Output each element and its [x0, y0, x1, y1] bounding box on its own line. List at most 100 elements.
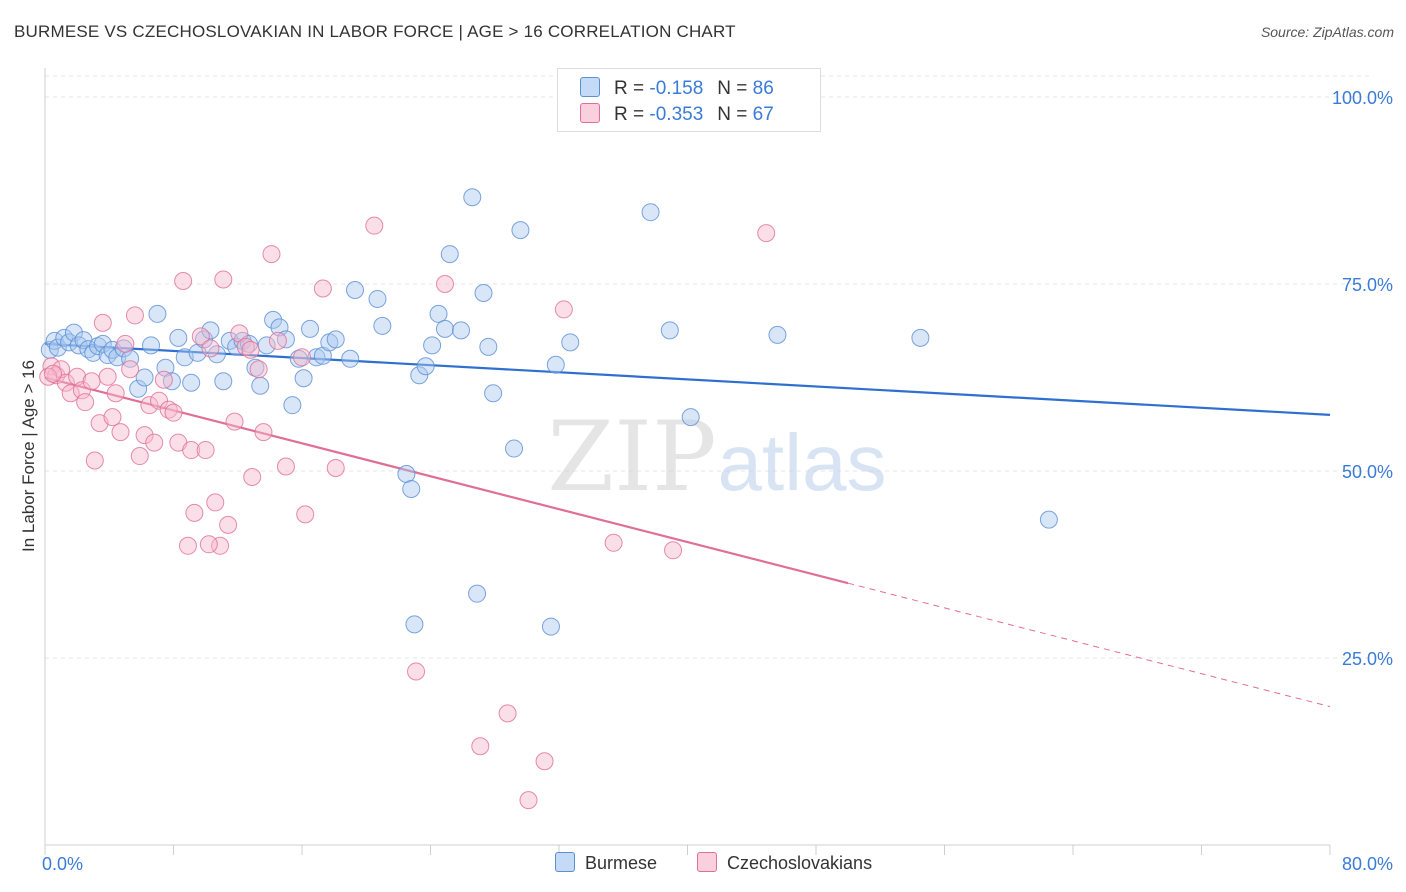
czechoslovakians-point — [145, 433, 164, 452]
x-tick-label: 0.0% — [42, 854, 83, 874]
burmese-point — [1039, 510, 1058, 529]
burmese-trend-line — [44, 342, 1331, 416]
legend-n-value: 67 — [752, 104, 774, 125]
burmese-point — [201, 321, 220, 340]
czechoslovakians-point — [85, 451, 104, 470]
burmese-point — [484, 384, 503, 403]
czechoslovakians-point — [42, 357, 61, 376]
chart-title: BURMESE VS CZECHOSLOVAKIAN IN LABOR FORC… — [14, 22, 736, 41]
czechoslovakians-point — [262, 245, 281, 264]
czechoslovakians-point — [219, 515, 238, 534]
czechoslovakians-point — [182, 441, 201, 460]
burmese-point — [93, 334, 112, 353]
czechoslovakians-trend-line-dashed — [848, 582, 1331, 708]
legend-n-label: N = — [717, 78, 748, 99]
burmese-point — [341, 349, 360, 368]
burmese-point — [474, 283, 493, 302]
czechoslovakians-point — [214, 270, 233, 289]
czechoslovakians-point — [211, 536, 230, 555]
burmese-point — [289, 349, 308, 368]
czechoslovakians-point — [276, 457, 295, 476]
burmese-point — [511, 221, 530, 240]
czechoslovakians-point — [206, 493, 225, 512]
burmese-point — [452, 321, 471, 340]
burmese-point — [182, 373, 201, 392]
czechoslovakians-point — [201, 339, 220, 358]
data-points — [39, 188, 1058, 810]
tick-labels: 25.0% 50.0% 75.0% 100.0% 0.0% 80.0% In Labor F… — [19, 88, 1393, 874]
czechoslovakians-point — [268, 331, 287, 350]
czechoslovakians-point — [293, 348, 311, 367]
axes — [44, 68, 1331, 855]
burmese-point — [546, 355, 565, 374]
czechoslovakians-point — [254, 423, 273, 442]
czechoslovakians-point — [61, 384, 80, 403]
burmese-swatch-icon — [555, 852, 575, 872]
czechoslovakians-point — [140, 396, 159, 415]
czechoslovakians-point — [103, 408, 122, 427]
watermark-zip: ZIP — [547, 401, 716, 513]
czechoslovakians-point — [407, 662, 426, 681]
czechoslovakians-point — [664, 541, 683, 560]
czechoslovakians-point — [44, 364, 63, 383]
czechoslovakians-point — [498, 704, 517, 723]
czechoslovakians-point — [174, 272, 193, 291]
burmese-point — [468, 584, 487, 603]
czechoslovakians-point — [604, 533, 623, 552]
burmese-point — [135, 368, 154, 387]
czechoslovakians-point — [225, 412, 244, 431]
burmese-point — [768, 325, 787, 344]
burmese-point — [660, 321, 679, 340]
czechoslovakians-point — [68, 367, 87, 386]
burmese-point — [681, 408, 700, 427]
burmese-point — [397, 464, 416, 483]
burmese-point — [561, 333, 580, 352]
czechoslovakians-point — [130, 447, 149, 466]
burmese-point — [416, 357, 435, 376]
x-tick-label: 80.0% — [1342, 854, 1393, 874]
y-axis-title: In Labor Force | Age > 16 — [19, 360, 38, 552]
burmese-point — [264, 310, 283, 329]
czechoslovakians-point — [121, 360, 140, 379]
czechoslovakians-point — [39, 367, 58, 386]
burmese-point — [270, 318, 289, 337]
czechoslovakians-point — [93, 313, 112, 332]
burmese-point — [148, 304, 167, 323]
czechoslovakians-point — [82, 372, 101, 391]
czechoslovakians-point — [106, 384, 125, 403]
burmese-point — [251, 376, 270, 395]
czechoslovakians-swatch-icon — [580, 103, 600, 123]
czechoslovakians-point — [365, 216, 384, 235]
trend-lines — [44, 342, 1331, 708]
legend-r-value: -0.353 — [649, 104, 704, 125]
czechoslovakians-point — [135, 426, 154, 445]
czechoslovakians-point — [243, 467, 262, 486]
legend-r-value: -0.158 — [649, 78, 704, 99]
burmese-point — [346, 280, 365, 299]
burmese-point — [169, 328, 188, 347]
czechoslovakians-point — [72, 381, 91, 400]
czechoslovakians-point — [199, 535, 218, 554]
czechoslovakians-trend-line — [44, 376, 849, 585]
czechoslovakians-point — [159, 400, 178, 419]
czechoslovakians-point — [150, 391, 169, 410]
czechoslovakians-point — [76, 393, 95, 412]
burmese-point — [326, 330, 345, 349]
burmese-point — [435, 319, 454, 338]
burmese-point — [402, 479, 421, 498]
stats-legend: R = -0.158 N = 86 R = -0.353 N = 67 — [557, 68, 821, 132]
legend-row-burmese: R = -0.158 N = 86 — [580, 77, 774, 101]
czechoslovakians-point — [236, 337, 255, 356]
czechoslovakians-point — [554, 300, 573, 319]
burmese-point — [307, 348, 326, 367]
czechoslovakians-point — [435, 275, 454, 293]
y-tick-label: 75.0% — [1342, 275, 1393, 295]
burmese-point — [911, 328, 930, 347]
czechoslovakians-point — [296, 505, 315, 524]
y-tick-label: 100.0% — [1332, 88, 1393, 108]
burmese-point — [405, 615, 424, 634]
burmese-point — [479, 337, 498, 356]
burmese-point — [60, 333, 79, 352]
burmese-point — [142, 336, 161, 355]
